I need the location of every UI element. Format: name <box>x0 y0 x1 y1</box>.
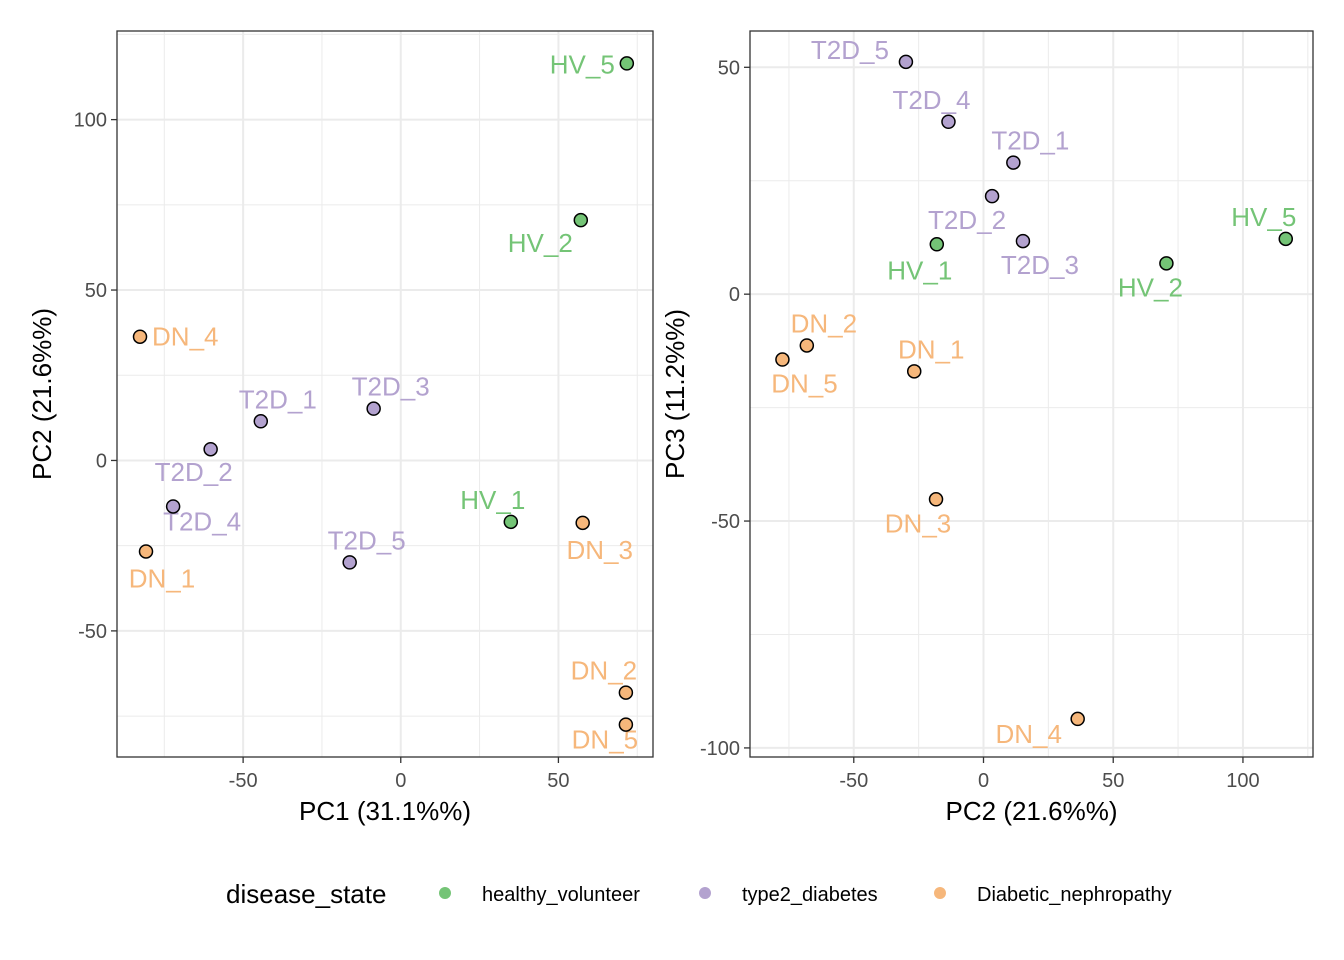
point-label-t2d-4: T2D_4 <box>892 85 970 115</box>
data-point-t2d-2 <box>984 188 1000 204</box>
point-label-dn-1: DN_1 <box>898 334 964 364</box>
panel-border <box>749 30 1314 758</box>
x-tick-label: 0 <box>978 770 989 792</box>
y-tick-label: 50 <box>718 57 740 79</box>
data-point-dn-1 <box>906 364 922 379</box>
x-tick-label: 100 <box>1226 770 1259 792</box>
legend-marker-diabetic-nephropathy <box>934 887 946 899</box>
data-point-hv-2 <box>573 212 589 228</box>
pc1-pc2-scatter-panel: -50 0 50 -50 0 50 100 PC1 (31.1%%) PC2 (21.6%%) H… <box>27 30 654 826</box>
y-axis-title: PC2 (21.6%%) <box>27 308 57 480</box>
x-tick-label: -50 <box>229 770 258 792</box>
data-point-dn-4 <box>132 329 148 344</box>
data-point-dn-5 <box>775 352 790 367</box>
data-point-t2d-2 <box>203 441 218 457</box>
point-label-hv-1: HV_1 <box>887 255 952 285</box>
point-label-dn-5: DN_5 <box>771 369 837 399</box>
data-point-dn-3 <box>928 492 944 507</box>
data-point-t2d-4 <box>941 114 956 129</box>
point-label-dn-2: DN_2 <box>571 656 637 686</box>
point-label-t2d-2: T2D_2 <box>155 457 233 487</box>
data-point-dn-1 <box>138 544 154 559</box>
data-point-t2d-1 <box>1006 155 1021 170</box>
y-tick-label: 0 <box>729 284 740 306</box>
legend: disease_state healthy_volunteer type2_di… <box>226 879 1172 909</box>
y-tick-label: 50 <box>85 280 107 302</box>
panel-border <box>116 30 654 758</box>
point-label-t2d-3: T2D_3 <box>1001 250 1079 280</box>
data-point-dn-2 <box>799 338 815 353</box>
point-label-hv-2: HV_2 <box>508 228 573 258</box>
data-point-dn-5 <box>618 717 634 732</box>
point-label-t2d-2: T2D_2 <box>928 205 1006 235</box>
point-label-dn-4: DN_4 <box>995 719 1061 749</box>
data-point-t2d-5 <box>898 54 914 70</box>
data-point-t2d-4 <box>165 499 181 514</box>
point-label-hv-2: HV_2 <box>1118 272 1183 302</box>
legend-marker-type2-diabetes <box>699 887 711 899</box>
point-label-dn-4: DN_4 <box>152 322 218 352</box>
x-axis-title: PC1 (31.1%%) <box>299 796 471 826</box>
y-tick-label: -50 <box>711 511 740 533</box>
x-tick-label: 50 <box>1102 770 1124 792</box>
y-axis-title: PC3 (11.2%%) <box>660 309 690 479</box>
point-label-dn-3: DN_3 <box>566 535 632 565</box>
y-tick-label: -100 <box>700 738 740 760</box>
data-point-t2d-3 <box>366 401 381 416</box>
data-point-hv-2 <box>1159 256 1174 271</box>
point-label-hv-5: HV_5 <box>550 49 615 79</box>
point-label-dn-2: DN_2 <box>791 308 857 338</box>
legend-label-type2-diabetes: type2_diabetes <box>742 884 878 906</box>
x-tick-label: 0 <box>395 770 406 792</box>
legend-title: disease_state <box>226 879 386 909</box>
point-label-t2d-5: T2D_5 <box>811 35 889 65</box>
point-label-hv-1: HV_1 <box>460 485 525 515</box>
point-label-t2d-3: T2D_3 <box>352 372 430 402</box>
data-point-t2d-1 <box>253 414 269 429</box>
data-point-t2d-5 <box>342 555 357 570</box>
x-tick-label: 50 <box>547 770 569 792</box>
x-tick-label: -50 <box>839 770 868 792</box>
y-tick-label: 0 <box>96 450 107 472</box>
point-label-dn-1: DN_1 <box>129 563 195 593</box>
point-label-hv-5: HV_5 <box>1231 202 1296 232</box>
legend-label-diabetic-nephropathy: Diabetic_nephropathy <box>977 884 1172 906</box>
data-point-hv-1 <box>929 237 945 252</box>
legend-label-healthy-volunteer: healthy_volunteer <box>482 884 640 906</box>
point-label-t2d-1: T2D_1 <box>991 126 1069 156</box>
data-point-dn-3 <box>575 515 590 531</box>
data-point-dn-4 <box>1070 711 1085 727</box>
x-axis-title: PC2 (21.6%%) <box>946 796 1118 826</box>
point-label-t2d-5: T2D_5 <box>328 525 406 555</box>
point-label-t2d-1: T2D_1 <box>239 384 317 414</box>
data-point-t2d-3 <box>1015 233 1031 249</box>
point-label-dn-3: DN_3 <box>885 508 951 538</box>
data-point-hv-5 <box>619 56 635 71</box>
legend-marker-healthy-volunteer <box>439 887 451 899</box>
pc2-pc3-scatter-panel: -50 0 50 100 -100 -50 0 50 PC2 (21.6%%) PC3 (11.2… <box>660 30 1314 826</box>
data-point-hv-5 <box>1278 231 1294 247</box>
y-tick-label: -50 <box>78 621 107 643</box>
data-point-hv-1 <box>503 514 519 530</box>
data-point-dn-2 <box>618 685 634 700</box>
y-tick-label: 100 <box>74 110 107 132</box>
